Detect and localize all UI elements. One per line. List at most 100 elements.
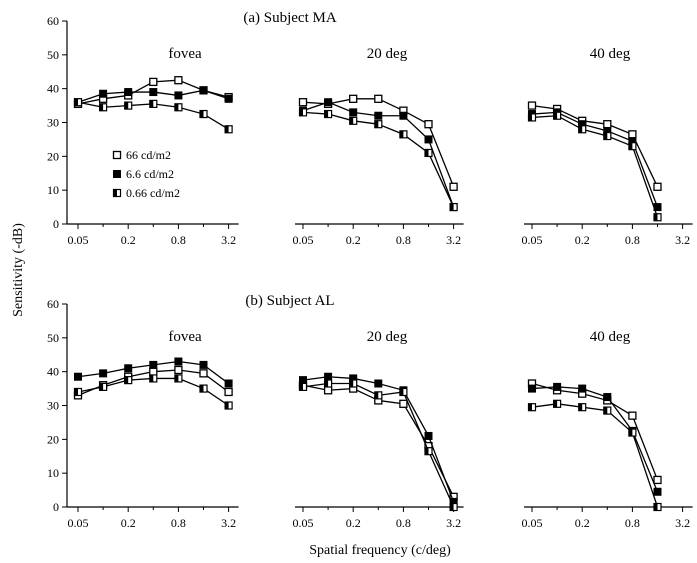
- x-tick-label: 3.2: [675, 516, 690, 530]
- data-point: [374, 120, 383, 129]
- data-point: [99, 89, 108, 98]
- data-point: [603, 120, 612, 129]
- x-tick-label: 0.05: [522, 516, 543, 530]
- x-tick-label: 0.8: [396, 233, 411, 247]
- data-point: [603, 131, 612, 141]
- series-3: [527, 399, 662, 512]
- series-1: [73, 365, 233, 400]
- x-tick-label: 0.05: [68, 516, 89, 530]
- data-point: [73, 98, 83, 107]
- data-point: [399, 387, 408, 397]
- y-tick-label: 0: [53, 217, 59, 231]
- data-point: [174, 357, 183, 366]
- data-point: [578, 384, 587, 393]
- x-tick-label: 0.05: [293, 516, 314, 530]
- legend-marker: [113, 170, 121, 178]
- series-line: [531, 382, 659, 481]
- y-tick-label: 0: [53, 500, 59, 514]
- y-tick-label: 50: [47, 48, 59, 62]
- legend-marker: [112, 188, 122, 198]
- panel-5: 20 deg 0.05 0.2 0.8 3.2: [293, 329, 464, 530]
- legend: 66 cd/m2 6.6 cd/m2 0.66 cd/m2: [112, 148, 180, 200]
- series-line: [531, 111, 659, 208]
- panel-3: 40 deg 0.05 0.2 0.8 3.2: [522, 46, 693, 247]
- data-point: [628, 411, 637, 420]
- data-point: [224, 387, 233, 397]
- data-point: [174, 103, 183, 112]
- series-3: [73, 98, 233, 134]
- data-point: [149, 367, 158, 376]
- series-2: [528, 108, 662, 212]
- series-line: [531, 386, 659, 493]
- data-point: [149, 360, 158, 369]
- x-tick-label: 0.8: [625, 233, 640, 247]
- data-point: [349, 379, 358, 388]
- data-point: [449, 182, 458, 191]
- data-point: [374, 391, 383, 400]
- data-point: [424, 135, 433, 144]
- x-tick-label: 3.2: [446, 516, 461, 530]
- data-point: [527, 101, 537, 110]
- series-3: [298, 108, 458, 212]
- x-tick-label: 3.2: [221, 233, 236, 247]
- data-point: [628, 130, 637, 139]
- data-point: [374, 94, 383, 103]
- y-tick-label: 60: [47, 297, 59, 311]
- data-point: [224, 125, 233, 134]
- data-point: [174, 76, 183, 85]
- x-tick-label: 0.8: [171, 233, 186, 247]
- series-1: [298, 94, 458, 191]
- panel-title: 40 deg: [590, 46, 631, 62]
- data-point: [424, 447, 433, 456]
- data-point: [74, 372, 82, 381]
- data-point: [374, 379, 383, 388]
- data-point: [298, 108, 308, 117]
- x-tick-label: 3.2: [446, 233, 461, 247]
- panel-title: 20 deg: [367, 329, 408, 345]
- data-point: [174, 374, 183, 383]
- data-point: [174, 365, 183, 375]
- data-point: [578, 125, 587, 134]
- y-axis-title: Sensitivity (-dB): [11, 223, 26, 317]
- data-point: [349, 116, 358, 125]
- data-point: [399, 130, 408, 139]
- y-tick-label: 10: [47, 183, 59, 197]
- data-point: [73, 387, 83, 397]
- data-point: [124, 101, 133, 110]
- x-tick-label: 3.2: [221, 516, 236, 530]
- y-tick-label: 40: [47, 365, 59, 379]
- data-point: [628, 142, 637, 151]
- series-line: [531, 104, 659, 188]
- x-tick-label: 0.05: [522, 233, 543, 247]
- panel-title: 20 deg: [367, 46, 408, 62]
- series-line: [531, 403, 659, 508]
- series-2: [299, 98, 458, 212]
- x-tick-label: 0.8: [171, 516, 186, 530]
- data-point: [578, 403, 587, 412]
- data-point: [199, 109, 208, 119]
- series-3: [298, 379, 458, 512]
- series-1: [527, 101, 662, 191]
- data-point: [199, 360, 208, 369]
- data-point: [324, 98, 333, 107]
- data-point: [527, 403, 537, 412]
- data-point: [124, 88, 133, 97]
- data-point: [149, 374, 158, 383]
- y-tick-label: 20: [47, 149, 59, 163]
- data-point: [199, 86, 208, 95]
- x-tick-label: 0.8: [625, 516, 640, 530]
- data-point: [124, 364, 133, 373]
- data-point: [553, 382, 562, 391]
- panel-title: 40 deg: [590, 329, 631, 345]
- data-point: [349, 94, 358, 103]
- panel-title: fovea: [168, 46, 202, 62]
- data-point: [99, 369, 108, 378]
- data-point: [149, 88, 158, 97]
- panel-6: 40 deg 0.05 0.2 0.8 3.2: [522, 329, 693, 530]
- series-line: [531, 115, 659, 218]
- x-tick-label: 0.2: [346, 233, 361, 247]
- data-point: [653, 182, 662, 191]
- data-point: [298, 98, 308, 107]
- series-3: [527, 111, 662, 222]
